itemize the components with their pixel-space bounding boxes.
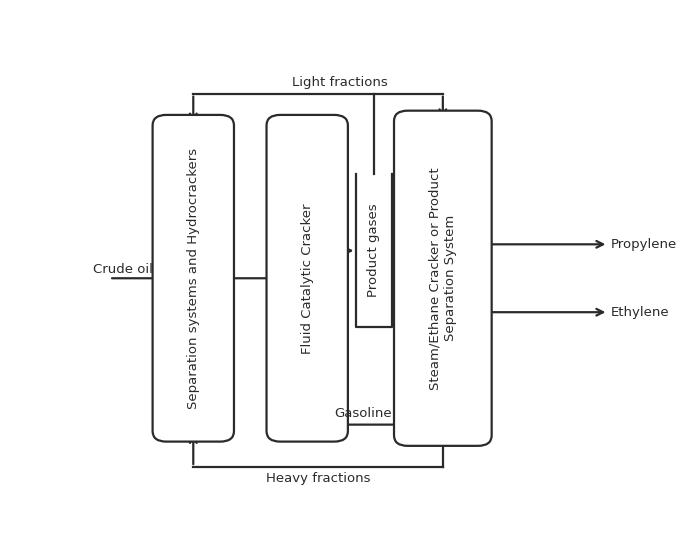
Text: Light fractions: Light fractions — [292, 75, 388, 89]
Text: Gasoline: Gasoline — [334, 407, 391, 419]
FancyBboxPatch shape — [267, 115, 348, 441]
Text: Product gases: Product gases — [368, 204, 380, 298]
Text: Propylene: Propylene — [611, 238, 678, 251]
Text: Fluid Catalytic Cracker: Fluid Catalytic Cracker — [301, 203, 314, 354]
FancyBboxPatch shape — [153, 115, 234, 441]
Text: Crude oil: Crude oil — [93, 263, 153, 276]
Text: Separation systems and Hydrocrackers: Separation systems and Hydrocrackers — [187, 148, 199, 409]
Text: Steam/Ethane Cracker or Product
Separation System: Steam/Ethane Cracker or Product Separati… — [429, 167, 457, 390]
FancyBboxPatch shape — [394, 111, 491, 446]
Text: Heavy fractions: Heavy fractions — [266, 472, 370, 485]
Text: Ethylene: Ethylene — [611, 306, 670, 318]
